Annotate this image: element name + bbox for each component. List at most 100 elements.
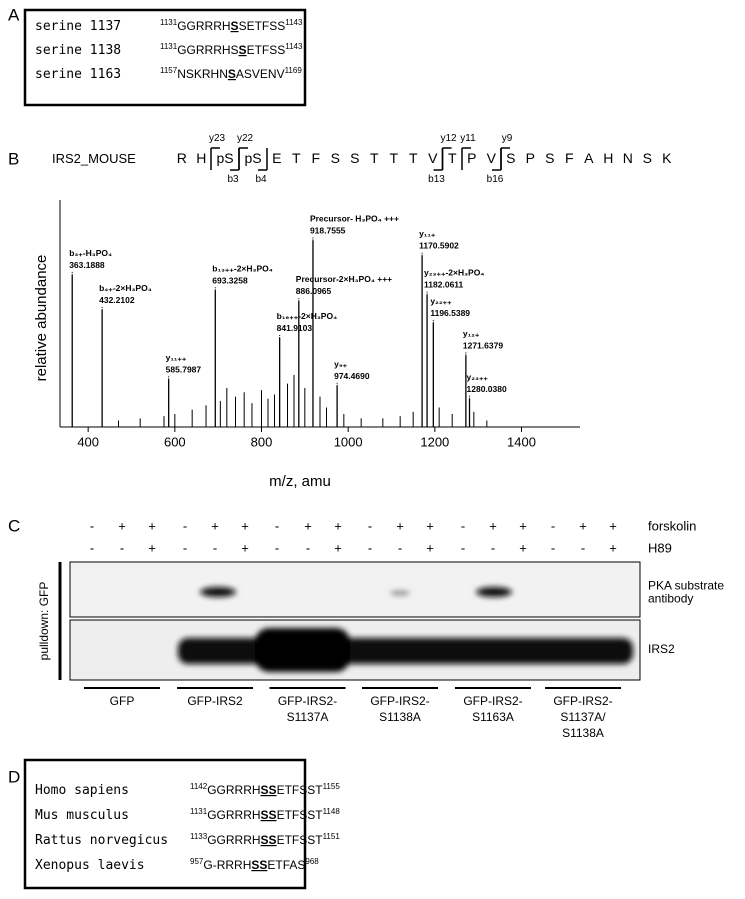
seq-before: G-RRRH: [203, 858, 251, 872]
seq-before: GGRRRH: [207, 808, 260, 822]
group-label: S1138A: [379, 710, 421, 724]
treatment-sign: -: [183, 540, 187, 555]
seq-start: 1131: [160, 18, 178, 27]
treatment-name: H89: [648, 540, 672, 555]
blot-top: [69, 561, 641, 618]
residue: P: [467, 150, 476, 166]
peak-mz: 1280.0380: [467, 384, 507, 394]
ion-label: b4: [255, 174, 267, 185]
group-label: GFP-IRS2-: [463, 694, 522, 708]
peak-mz: 918.7555: [310, 225, 346, 235]
seq-end: 1151: [323, 832, 341, 841]
treatment-sign: -: [90, 540, 94, 555]
residue: R: [177, 150, 187, 166]
residue: S: [331, 150, 340, 166]
residue: F: [311, 150, 320, 166]
seq-after: ETFSST: [277, 783, 324, 797]
peak-mz: 432.2102: [99, 295, 135, 305]
sequence: 1157NSKRHNSASVENV1169: [160, 66, 302, 81]
peak-mz: 363.1888: [69, 260, 105, 270]
group-label: S1163A: [472, 710, 514, 724]
peak-mz: 1170.5902: [419, 241, 459, 251]
panel-a-box: [23, 8, 307, 107]
residue: H: [196, 150, 206, 166]
treatment-sign: -: [90, 518, 94, 533]
peak-mz: 585.7987: [166, 364, 202, 374]
antibody-label: antibody: [648, 592, 693, 606]
residue: pS: [244, 150, 261, 166]
residue: F: [565, 150, 574, 166]
antibody-label: PKA substrate: [648, 579, 724, 593]
treatment-name: forskolin: [648, 518, 696, 533]
seq-end: 1155: [323, 782, 341, 791]
treatment-sign: +: [334, 540, 342, 555]
seq-site: S: [239, 43, 247, 57]
treatment-sign: -: [491, 540, 495, 555]
seq-start: 1157: [160, 66, 178, 75]
residue: T: [448, 150, 457, 166]
peak-name: y₉₊: [334, 359, 348, 369]
peak-name: y₂₂₊₊: [430, 296, 452, 306]
treatment-sign: -: [461, 540, 465, 555]
seq-site: S: [228, 67, 236, 81]
peak-name: Precursor-2×H₃PO₄ +++: [296, 274, 392, 284]
pulldown-label: pulldown: GFP: [37, 582, 51, 661]
residue: K: [662, 150, 672, 166]
x-tick-label: 600: [164, 434, 186, 449]
group-label: GFP: [110, 694, 135, 708]
ion-label: y23: [209, 133, 226, 144]
peak-name: y₂₃₊₊-2×H₃PO₄: [424, 268, 484, 278]
treatment-sign: +: [396, 518, 404, 533]
row-name: Mus musculus: [35, 808, 129, 823]
peak-mz: 1271.6379: [463, 340, 503, 350]
seq-start: 1131: [160, 42, 178, 51]
sequence: 957G-RRRHSSETFAS968: [190, 857, 319, 872]
ion-label: y22: [237, 133, 254, 144]
treatment-sign: -: [368, 540, 372, 555]
treatment-sign: +: [519, 518, 527, 533]
panel-d-box: [23, 758, 307, 890]
residue: S: [350, 150, 359, 166]
treatment-sign: +: [148, 518, 156, 533]
residue: V: [428, 150, 438, 166]
peak-mz: 974.4690: [334, 371, 370, 381]
x-tick-label: 800: [251, 434, 273, 449]
seq-after: ETFSS: [247, 43, 286, 57]
peak-name: y₁₁₊: [419, 229, 436, 239]
group-label: S1138A: [562, 726, 604, 740]
treatment-sign: +: [118, 518, 126, 533]
panel-label: D: [8, 767, 20, 786]
residue: T: [370, 150, 379, 166]
row-name: Xenopus laevis: [35, 858, 145, 873]
treatment-sign: -: [183, 518, 187, 533]
ion-label: b3: [227, 174, 239, 185]
peak-mz: 1182.0611: [424, 280, 464, 290]
ion-label: y11: [460, 133, 476, 144]
group-label: GFP-IRS2: [187, 694, 243, 708]
peak-mz: 693.3258: [212, 275, 248, 285]
treatment-sign: +: [304, 518, 312, 533]
residue: E: [272, 150, 281, 166]
ion-label: y9: [502, 133, 513, 144]
treatment-sign: -: [120, 540, 124, 555]
ion-label: b16: [487, 174, 504, 185]
seq-end: 1169: [285, 66, 303, 75]
seq-after: SETFSS: [239, 19, 286, 33]
seq-end: 1148: [323, 807, 341, 816]
seq-before: GGRRRHS: [177, 43, 238, 57]
peak-mz: 1196.5389: [430, 308, 470, 318]
peak-name: y₁₁₊₊: [166, 352, 187, 362]
antibody-label: IRS2: [648, 642, 675, 656]
seq-end: 1143: [285, 18, 303, 27]
treatment-sign: +: [609, 518, 617, 533]
peak-name: y₁₂₊: [463, 328, 480, 338]
bands: [178, 587, 633, 672]
peak-name: b₄₊-2×H₃PO₄: [99, 283, 152, 293]
x-tick-label: 400: [77, 434, 99, 449]
seq-start: 1133: [190, 832, 208, 841]
ion-label: y12: [440, 133, 457, 144]
residue: T: [292, 150, 301, 166]
row-name: Homo sapiens: [35, 783, 129, 798]
treatment-sign: +: [334, 518, 342, 533]
seq-after: ETFSST: [277, 833, 324, 847]
